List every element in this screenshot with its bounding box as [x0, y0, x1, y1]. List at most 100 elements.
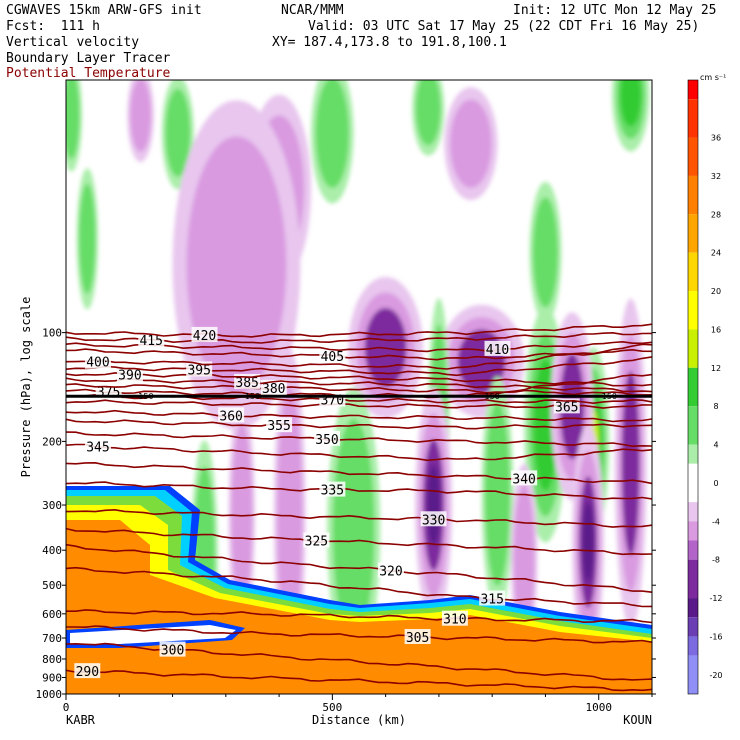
header-field-vertical-velocity: Vertical velocity [6, 35, 140, 50]
theta-label-bg-355 [266, 417, 293, 433]
theta-contour-310 [66, 609, 652, 624]
theta-label-bg-305 [404, 628, 431, 644]
theta-label-405: 405 [321, 350, 344, 365]
potential-temperature-layer: 290 300 305 310 315 320 325 330 335 340 345 350 355 3… [66, 323, 652, 692]
theta-label-345: 345 [86, 441, 109, 456]
colorbar-swatch [688, 617, 698, 637]
downdraft-cell-1-level-1 [130, 80, 151, 152]
theta-label-375: 375 [97, 386, 120, 401]
y-tick-label: 200 [42, 435, 62, 448]
x-tick-label: 1000 [585, 701, 612, 714]
header-org: NCAR/MMM [281, 3, 344, 18]
header-model: CGWAVES 15km ARW-GFS init [6, 3, 202, 18]
y-tick-label: 400 [42, 544, 62, 557]
pressure-150-label: 150 [602, 392, 617, 401]
updraft-cell-19-level-1 [485, 402, 510, 587]
y-tick-label: 300 [42, 499, 62, 512]
y-tick-label: 700 [42, 632, 62, 645]
theta-label-bg-365 [553, 398, 580, 414]
theta-label-bg-330 [420, 511, 447, 527]
colorbar-swatch [688, 521, 698, 541]
theta-label-395: 395 [187, 363, 210, 378]
theta-label-335: 335 [321, 484, 344, 499]
pressure-150-label: 150 [138, 392, 153, 401]
header-valid: Valid: 03 UTC Sat 17 May 25 (22 CDT Fri … [308, 19, 700, 34]
colorbar-frame [687, 79, 699, 695]
colorbar-swatch [688, 559, 698, 599]
theta-label-320: 320 [379, 565, 402, 580]
y-tick-label: 600 [42, 608, 62, 621]
theta-label-bg-360 [218, 407, 245, 423]
theta-label-380: 380 [262, 382, 285, 397]
colorbar-swatch [688, 367, 698, 407]
updraft-cell-9-level-1 [532, 197, 558, 308]
theta-label-bg-320 [377, 562, 404, 578]
colorbar-tick-label: -4 [712, 517, 720, 526]
theta-label-bg-350 [314, 430, 341, 446]
colorbar-swatch [688, 406, 698, 445]
theta-label-bg-310 [441, 610, 468, 626]
colorbar-tick-label: -16 [709, 632, 722, 641]
y-tick-label: 100 [42, 327, 62, 340]
colorbar-units: cm s⁻¹ [700, 73, 726, 82]
theta-contour-345 [66, 443, 652, 462]
colorbar-tick-label: -8 [712, 556, 720, 565]
colorbar-swatch [688, 329, 698, 368]
theta-contour-325 [66, 527, 652, 556]
colorbar-swatch [688, 252, 698, 292]
theta-contour-400 [66, 343, 652, 370]
plot-frame [65, 79, 653, 695]
theta-label-bg-290 [74, 663, 101, 679]
colorbar-swatch [688, 655, 698, 694]
theta-label-300: 300 [161, 644, 184, 659]
theta-contour-305 [66, 625, 652, 644]
theta-contour-315 [66, 566, 652, 608]
header-fcst: Fcst: 111 h [6, 19, 100, 34]
plot-area: 290 300 305 310 315 320 325 330 335 340 345 350 355 3… [65, 79, 653, 695]
updraft-cell-3-level-1 [315, 80, 349, 188]
x-axis-title: Distance (km) [312, 713, 406, 727]
theta-label-410: 410 [486, 343, 509, 358]
updraft-cell-2-level-1 [165, 88, 191, 177]
downdraft-cell-20-level-3 [582, 502, 594, 583]
theta-contour-335 [66, 481, 652, 500]
downdraft-cell-25-level-1 [513, 484, 535, 632]
theta-contour-395 [66, 356, 652, 377]
header-field-potential-temperature: Potential Temperature [6, 66, 171, 81]
theta-contour-320 [66, 543, 652, 593]
theta-label-bg-410 [484, 340, 511, 356]
theta-label-420: 420 [193, 329, 216, 344]
colorbar-swatch [688, 636, 698, 656]
colorbar-swatch [688, 175, 698, 215]
boundary-layer-tracer-layer [66, 486, 652, 694]
colorbar-tick-label: 8 [713, 402, 718, 411]
theta-contour-350 [66, 431, 652, 448]
colorbar-swatch [688, 444, 698, 464]
theta-label-bg-390 [116, 366, 143, 382]
colorbar-tick-label: 28 [711, 210, 721, 219]
theta-contour-380 [66, 383, 652, 396]
colorbar: cm s⁻¹ 36 32 28 24 20 16 12 8 4 0 -4 -8 -12 -16 -20 [687, 73, 726, 695]
colorbar-swatch [688, 291, 698, 330]
header-field-boundary-layer-tracer: Boundary Layer Tracer [6, 51, 171, 66]
theta-label-290: 290 [76, 665, 99, 680]
theta-label-bg-325 [303, 532, 330, 548]
y-tick-label: 500 [42, 579, 62, 592]
theta-label-390: 390 [118, 369, 141, 384]
colorbar-tick-label: 16 [711, 325, 721, 334]
theta-label-310: 310 [443, 613, 466, 628]
colorbar-swatch [688, 80, 698, 100]
theta-contour-420 [66, 323, 652, 338]
updraft-cell-0-level-1 [66, 80, 80, 160]
y-tick-label: 800 [42, 653, 62, 666]
header-xy: XY= 187.4,173.8 to 191.8,100.1 [272, 35, 507, 50]
tracer-tongue-core [70, 625, 236, 644]
updraft-cell-5-level-2 [620, 80, 642, 127]
theta-label-bg-300 [159, 641, 186, 657]
theta-contour-330 [66, 508, 652, 528]
theta-label-bg-380 [260, 379, 287, 395]
theta-label-bg-400 [84, 353, 111, 369]
colorbar-tick-label: 4 [713, 441, 718, 450]
colorbar-swatch [688, 598, 698, 618]
